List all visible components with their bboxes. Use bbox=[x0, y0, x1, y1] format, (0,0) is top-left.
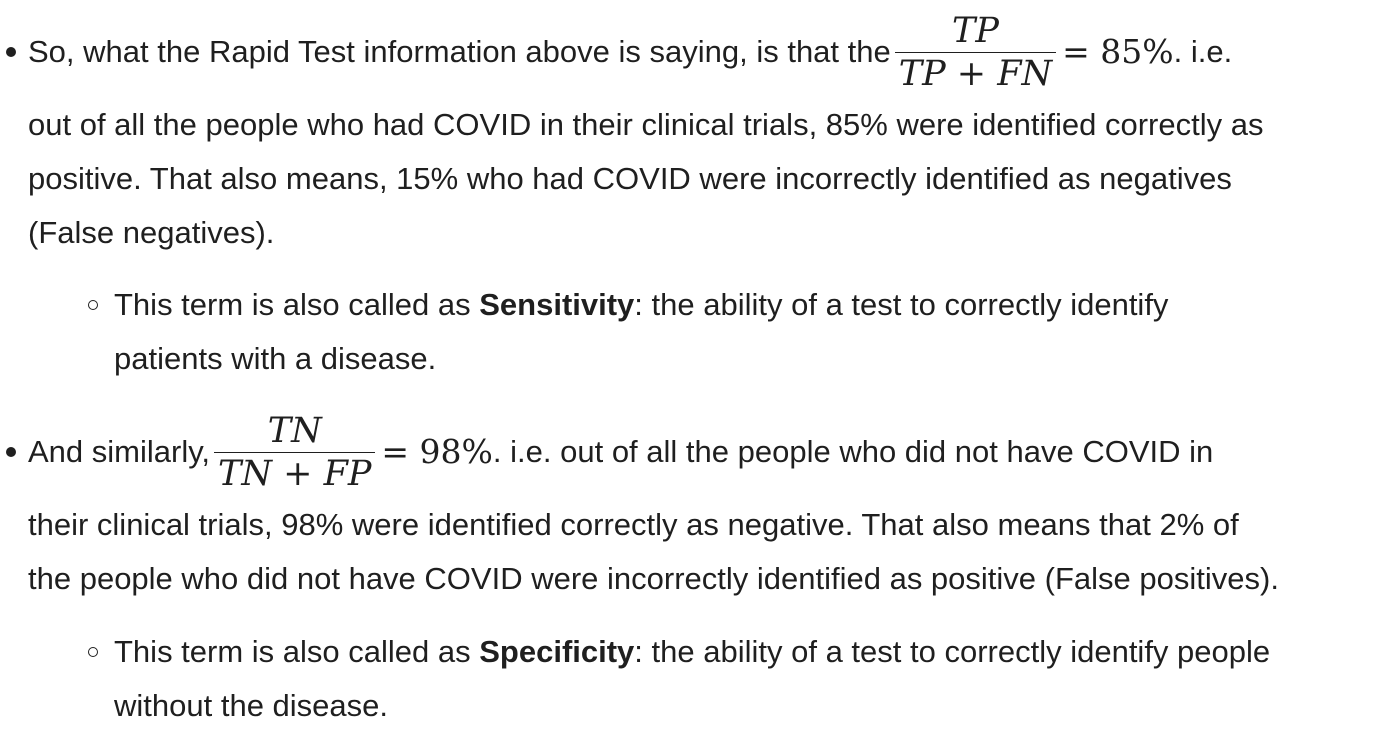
sub1-line1: This term is also called as Sensitivity:… bbox=[114, 278, 1400, 332]
sub2-line2: without the disease. bbox=[114, 688, 389, 723]
sub1-prefix: This term is also called as bbox=[114, 287, 480, 322]
bullet1-line1: So, what the Rapid Test information abov… bbox=[6, 0, 1233, 104]
bullet2-line1: And similarly, TN TN + FP = 98%. i.e. ou… bbox=[6, 400, 1214, 504]
bullet2-after-math: . i.e. out of all the people who did not… bbox=[492, 434, 1214, 469]
bullet1-intro: So, what the Rapid Test information abov… bbox=[28, 34, 891, 69]
specificity-term: Specificity bbox=[479, 634, 635, 669]
tp-denominator: TP + FN bbox=[894, 51, 1057, 95]
tn-fraction: TN TN + FP bbox=[214, 410, 376, 495]
sub2-prefix: This term is also called as bbox=[114, 634, 480, 669]
subbullet-specificity: This term is also called as Specificity:… bbox=[88, 625, 1400, 733]
sub1-suffix: : the ability of a test to correctly ide… bbox=[634, 287, 1169, 322]
sensitivity-term: Sensitivity bbox=[479, 287, 635, 322]
tp-numerator: TP bbox=[951, 10, 999, 51]
tn-numerator: TN bbox=[267, 410, 322, 451]
sub1-line2: patients with a disease. bbox=[114, 341, 437, 376]
bullet1-line3: positive. That also means, 15% who had C… bbox=[28, 161, 1232, 196]
bullet1-after-math: . i.e. bbox=[1173, 34, 1233, 69]
bullet2-line3: the people who did not have COVID were i… bbox=[28, 561, 1279, 596]
tn-equals: = 98% bbox=[381, 432, 493, 471]
subbullet-sensitivity: This term is also called as Sensitivity:… bbox=[88, 278, 1400, 386]
bullet2-intro: And similarly, bbox=[28, 434, 211, 469]
sub2-suffix: : the ability of a test to correctly ide… bbox=[634, 634, 1271, 669]
bullet-dot bbox=[6, 447, 16, 457]
sub2-line1: This term is also called as Specificity:… bbox=[114, 625, 1400, 679]
bullet1-line4: (False negatives). bbox=[28, 215, 275, 250]
tn-denominator: TN + FP bbox=[214, 451, 376, 495]
tp-fraction: TP TP + FN bbox=[894, 10, 1057, 95]
bullet1-line2: out of all the people who had COVID in t… bbox=[28, 107, 1264, 142]
sub-bullet-ring bbox=[88, 300, 98, 310]
bullet-dot bbox=[6, 47, 16, 57]
bullet2-line2: their clinical trials, 98% were identifi… bbox=[28, 507, 1239, 542]
tp-equals: = 85% bbox=[1062, 32, 1174, 71]
sub-bullet-ring bbox=[88, 647, 98, 657]
